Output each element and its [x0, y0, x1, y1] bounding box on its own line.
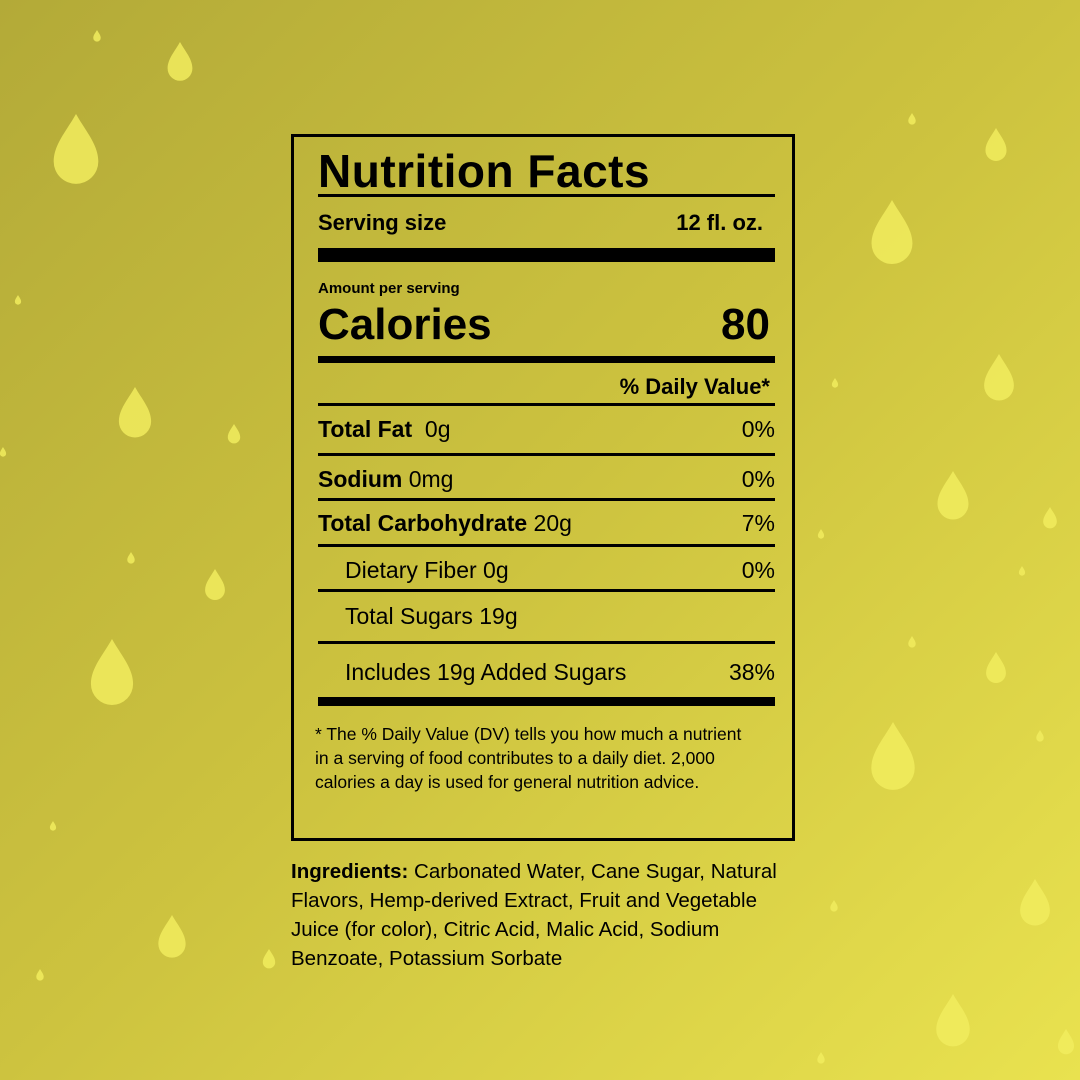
- ingredients: Ingredients: Carbonated Water, Cane Suga…: [291, 857, 806, 973]
- medium-rule: [318, 356, 775, 363]
- rule: [318, 544, 775, 547]
- rule: [318, 194, 775, 197]
- nutrient-amount: 0g: [424, 416, 451, 442]
- calories-value: 80: [721, 300, 770, 349]
- nutrient-name: Total Sugars: [345, 603, 473, 629]
- amount-per-serving: Amount per serving: [318, 280, 460, 297]
- nutrient-dv: 7%: [741, 510, 775, 536]
- ingredients-label: Ingredients:: [291, 860, 409, 883]
- rule: [318, 498, 775, 501]
- nutrient-dv: 0%: [741, 466, 775, 492]
- nutrition-label: [291, 134, 795, 841]
- thick-rule: [318, 248, 775, 262]
- nutrient-amount: 19g: [479, 603, 518, 629]
- nutrient-row: Total Sugars 19g: [318, 603, 775, 630]
- nutrient-name: Total Carbohydrate: [318, 510, 528, 536]
- nutrient-row: Total Carbohydrate 20g 7%: [318, 510, 775, 537]
- nutrient-name: Dietary Fiber: [345, 557, 477, 583]
- label-title: Nutrition Facts: [318, 145, 651, 197]
- nutrient-name: Sodium: [318, 466, 403, 492]
- nutrient-amount: 20g: [533, 510, 572, 536]
- nutrient-name: Includes 19g Added Sugars: [345, 659, 627, 685]
- dv-header: % Daily Value*: [318, 374, 770, 400]
- calories-label: Calories: [318, 300, 492, 349]
- serving-value: 12 fl. oz.: [676, 210, 763, 235]
- nutrient-row: Dietary Fiber 0g 0%: [318, 557, 775, 584]
- rule: [318, 589, 775, 592]
- rule: [318, 453, 775, 456]
- thick-rule: [318, 697, 775, 706]
- nutrient-row: Sodium 0mg 0%: [318, 466, 775, 493]
- nutrient-dv: 0%: [741, 416, 775, 442]
- nutrient-row: Includes 19g Added Sugars 38%: [318, 659, 775, 686]
- serving-size: Serving size 12 fl. oz.: [318, 210, 763, 236]
- nutrient-name: Total Fat: [318, 416, 413, 442]
- rule: [318, 403, 775, 406]
- nutrient-amount: 0g: [483, 557, 509, 583]
- nutrient-amount: 0mg: [408, 466, 454, 492]
- serving-label: Serving size: [318, 210, 447, 235]
- nutrient-dv: 0%: [741, 557, 775, 583]
- nutrient-row: Total Fat 0g 0%: [318, 416, 775, 443]
- ingredients-text: Carbonated Water, Cane Sugar, Natural Fl…: [291, 860, 777, 970]
- nutrient-dv: 38%: [728, 659, 775, 685]
- calories: Calories 80: [318, 300, 770, 350]
- rule: [318, 641, 775, 644]
- dv-header-text: % Daily Value*: [619, 374, 770, 399]
- footnote: * The % Daily Value (DV) tells you how m…: [315, 724, 742, 792]
